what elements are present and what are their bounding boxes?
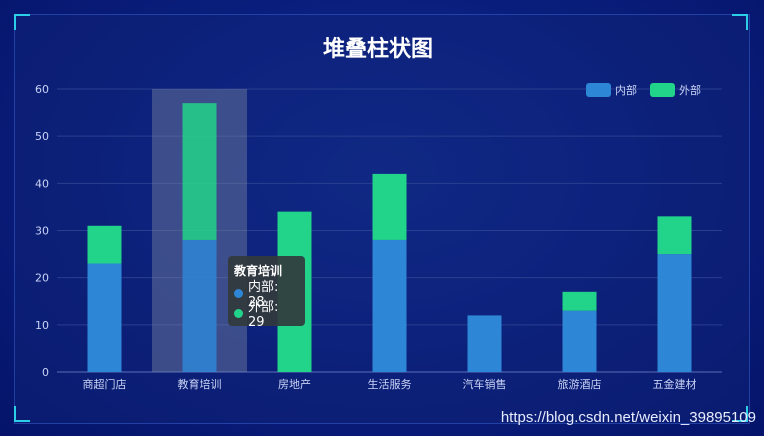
y-tick-label: 10 (35, 319, 49, 332)
tooltip: 教育培训 内部: 28 外部: 29 (228, 256, 305, 330)
x-tick-label: 汽车销售 (463, 377, 507, 391)
x-tick-label: 生活服务 (368, 377, 412, 391)
y-tick-label: 40 (35, 177, 49, 190)
bar-outer[interactable] (372, 173, 407, 240)
y-tick-label: 50 (35, 130, 49, 143)
legend-label[interactable]: 外部 (679, 83, 701, 97)
bar-inner[interactable] (657, 254, 692, 372)
tooltip-value-outer: 外部: 29 (247, 300, 279, 330)
legend[interactable]: 内部 外部 (586, 83, 701, 97)
y-tick-label: 30 (35, 225, 49, 238)
bar-outer[interactable] (182, 103, 217, 240)
bar-outer[interactable] (657, 216, 692, 255)
tooltip-title: 教育培训 (234, 264, 283, 278)
bar-inner[interactable] (372, 239, 407, 372)
tooltip-row-inner: 内部: 28 (234, 280, 299, 310)
bar-inner[interactable] (182, 239, 217, 372)
bar-inner[interactable] (467, 315, 502, 372)
legend-label[interactable]: 内部 (615, 83, 637, 97)
x-tick-label: 商超门店 (83, 377, 127, 391)
corner-decoration-bottom-left (14, 406, 30, 422)
bar-inner[interactable] (562, 310, 597, 372)
y-tick-label: 0 (42, 366, 49, 379)
legend-swatch[interactable] (650, 83, 675, 97)
tooltip-row-outer: 外部: 29 (234, 300, 299, 330)
corner-decoration-top-right (732, 14, 748, 30)
watermark: https://blog.csdn.net/weixin_39895109 (500, 409, 756, 426)
bar-inner[interactable] (87, 263, 122, 372)
corner-decoration-bottom-right (732, 406, 748, 422)
y-tick-label: 20 (35, 272, 49, 285)
chart-title: 堆叠柱状图 (323, 37, 433, 62)
bar-outer[interactable] (562, 291, 597, 311)
x-tick-label: 旅游酒店 (558, 377, 602, 391)
tooltip-dot-outer (234, 308, 243, 318)
x-tick-label: 房地产 (278, 377, 311, 391)
legend-swatch[interactable] (586, 83, 611, 97)
x-tick-label: 教育培训 (178, 377, 222, 391)
tooltip-value-inner: 内部: 28 (247, 280, 279, 310)
corner-decoration-top-left (14, 14, 30, 30)
y-tick-label: 60 (35, 83, 49, 96)
x-tick-label: 五金建材 (653, 377, 697, 391)
bar-outer[interactable] (87, 225, 122, 264)
tooltip-dot-inner (234, 288, 243, 298)
